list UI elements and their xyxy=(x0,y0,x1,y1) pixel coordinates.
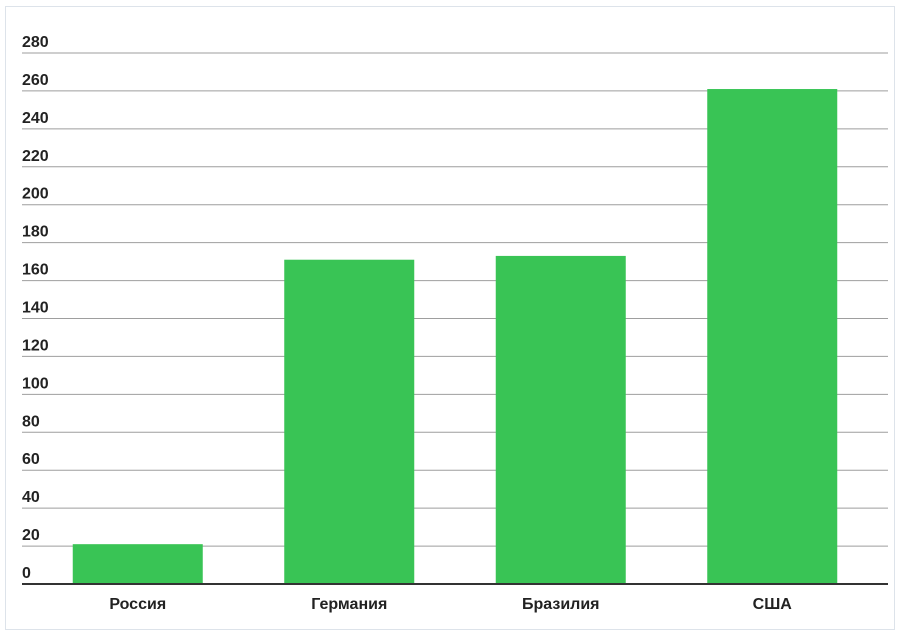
y-tick-label: 240 xyxy=(22,110,49,127)
y-tick-label: 60 xyxy=(22,451,40,468)
x-category-label: США xyxy=(753,596,793,613)
y-tick-label: 260 xyxy=(22,72,49,89)
bar[interactable] xyxy=(284,259,415,584)
x-axis-category-labels: Россия Германия Бразилия США xyxy=(109,596,792,613)
y-axis-tick-labels: 0 20 40 60 80 100 120 140 160 180 200 220 240 260 280 xyxy=(22,34,49,582)
bar[interactable] xyxy=(72,544,203,584)
y-tick-label: 200 xyxy=(22,186,49,203)
x-category-label: Бразилия xyxy=(522,596,600,613)
y-tick-label: 280 xyxy=(22,34,49,51)
y-tick-label: 140 xyxy=(22,300,49,317)
bars xyxy=(72,89,838,585)
y-tick-label: 100 xyxy=(22,375,49,392)
bar[interactable] xyxy=(495,255,626,585)
y-tick-label: 220 xyxy=(22,148,49,165)
y-tick-label: 120 xyxy=(22,337,49,354)
x-category-label: Германия xyxy=(311,596,387,613)
y-tick-label: 180 xyxy=(22,224,49,241)
y-tick-label: 40 xyxy=(22,489,40,506)
x-category-label: Россия xyxy=(109,596,166,613)
y-tick-label: 20 xyxy=(22,527,40,544)
y-tick-label: 160 xyxy=(22,262,49,279)
bar[interactable] xyxy=(707,89,838,585)
y-tick-label: 80 xyxy=(22,413,40,430)
y-tick-label: 0 xyxy=(22,565,31,582)
